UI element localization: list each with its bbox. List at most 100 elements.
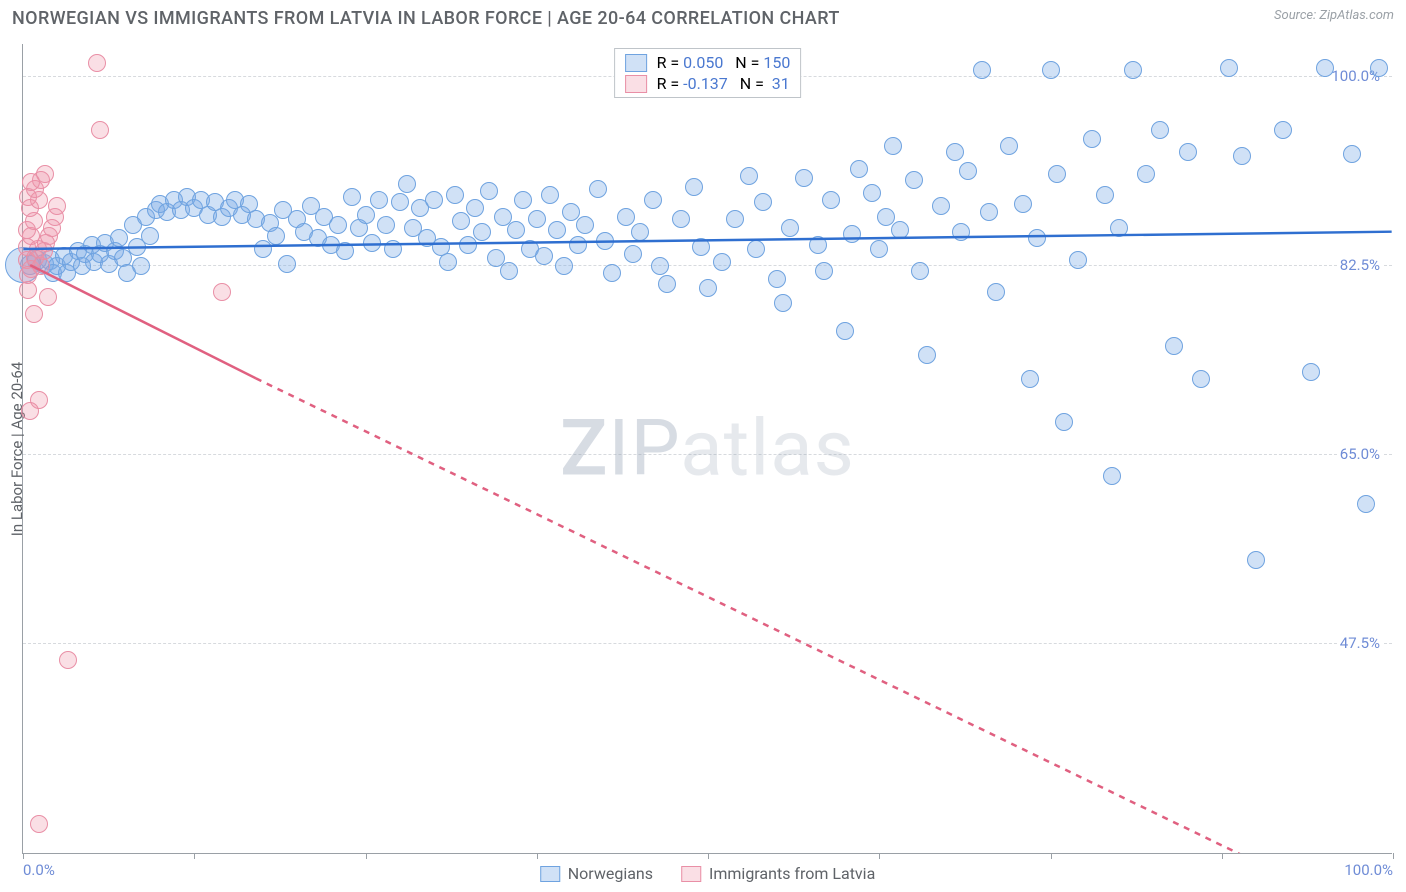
point-blue bbox=[370, 191, 388, 209]
point-blue bbox=[555, 257, 573, 275]
point-blue bbox=[466, 199, 484, 217]
n-value-blue: 150 bbox=[763, 53, 790, 72]
trend-lines-layer bbox=[23, 44, 1392, 853]
point-blue bbox=[343, 188, 361, 206]
point-pink bbox=[21, 402, 39, 420]
point-blue bbox=[336, 242, 354, 260]
point-blue bbox=[651, 257, 669, 275]
source-attribution: Source: ZipAtlas.com bbox=[1274, 8, 1394, 23]
point-blue bbox=[781, 219, 799, 237]
stats-row-pink: R = -0.137 N = 31 bbox=[625, 74, 791, 93]
point-blue bbox=[329, 216, 347, 234]
point-blue bbox=[754, 193, 772, 211]
swatch-blue bbox=[625, 54, 647, 72]
point-blue bbox=[1179, 143, 1197, 161]
x-tick bbox=[23, 853, 24, 859]
point-blue bbox=[631, 223, 649, 241]
point-blue bbox=[1096, 186, 1114, 204]
point-pink bbox=[19, 281, 37, 299]
point-blue bbox=[850, 160, 868, 178]
point-blue bbox=[1014, 195, 1032, 213]
point-blue bbox=[863, 184, 881, 202]
point-pink bbox=[36, 165, 54, 183]
point-blue bbox=[507, 221, 525, 239]
watermark: ZIPatlas bbox=[560, 403, 855, 494]
x-tick bbox=[366, 853, 367, 859]
point-blue bbox=[795, 169, 813, 187]
point-blue bbox=[141, 227, 159, 245]
point-blue bbox=[1220, 59, 1238, 77]
point-blue bbox=[959, 162, 977, 180]
point-pink bbox=[59, 651, 77, 669]
point-blue bbox=[836, 322, 854, 340]
point-blue bbox=[774, 294, 792, 312]
point-blue bbox=[1370, 59, 1388, 77]
point-blue bbox=[452, 212, 470, 230]
point-blue bbox=[1151, 121, 1169, 139]
point-blue bbox=[952, 223, 970, 241]
point-blue bbox=[110, 229, 128, 247]
point-blue bbox=[459, 236, 477, 254]
point-blue bbox=[870, 240, 888, 258]
point-blue bbox=[617, 208, 635, 226]
point-blue bbox=[644, 191, 662, 209]
point-blue bbox=[713, 253, 731, 271]
point-blue bbox=[1069, 251, 1087, 269]
correlation-stats-box: R = 0.050 N = 150 R = -0.137 N = 31 bbox=[614, 48, 802, 98]
point-blue bbox=[891, 221, 909, 239]
swatch-blue-small bbox=[540, 866, 560, 882]
r-value-pink: -0.137 bbox=[683, 74, 728, 93]
point-blue bbox=[884, 137, 902, 155]
gridline-h bbox=[23, 454, 1392, 455]
point-blue bbox=[132, 257, 150, 275]
point-blue bbox=[658, 275, 676, 293]
point-blue bbox=[1000, 137, 1018, 155]
point-blue bbox=[357, 206, 375, 224]
plot-region: ZIPatlas 47.5%65.0%82.5%100.0%0.0%100.0% bbox=[23, 44, 1392, 853]
point-blue bbox=[439, 253, 457, 271]
point-blue bbox=[1110, 219, 1128, 237]
point-pink bbox=[213, 283, 231, 301]
point-blue bbox=[973, 61, 991, 79]
chart-area: In Labor Force | Age 20-64 ZIPatlas 47.5… bbox=[22, 44, 1392, 854]
x-tick-label: 0.0% bbox=[23, 861, 55, 879]
point-blue bbox=[1042, 61, 1060, 79]
legend-item-blue: Norwegians bbox=[540, 864, 653, 883]
point-blue bbox=[911, 262, 929, 280]
point-blue bbox=[514, 191, 532, 209]
point-blue bbox=[692, 238, 710, 256]
point-blue bbox=[596, 232, 614, 250]
point-pink bbox=[48, 197, 66, 215]
point-blue bbox=[624, 245, 642, 263]
point-pink bbox=[91, 121, 109, 139]
point-blue bbox=[685, 178, 703, 196]
point-blue bbox=[946, 143, 964, 161]
point-blue bbox=[278, 255, 296, 273]
point-blue bbox=[500, 262, 518, 280]
legend-label-blue: Norwegians bbox=[568, 864, 653, 883]
x-tick bbox=[708, 853, 709, 859]
point-blue bbox=[254, 240, 272, 258]
y-tick-label: 65.0% bbox=[1338, 445, 1382, 463]
x-tick-label: 100.0% bbox=[1344, 861, 1393, 879]
point-blue bbox=[1247, 551, 1265, 569]
gridline-h bbox=[23, 265, 1392, 266]
x-tick bbox=[1393, 853, 1394, 859]
point-blue bbox=[1028, 229, 1046, 247]
point-blue bbox=[363, 234, 381, 252]
point-blue bbox=[267, 227, 285, 245]
y-tick-label: 82.5% bbox=[1338, 256, 1382, 274]
point-pink bbox=[39, 288, 57, 306]
legend-label-pink: Immigrants from Latvia bbox=[709, 864, 875, 883]
point-pink bbox=[30, 815, 48, 833]
point-blue bbox=[1233, 147, 1251, 165]
point-blue bbox=[768, 270, 786, 288]
point-blue bbox=[1124, 61, 1142, 79]
point-blue bbox=[1302, 363, 1320, 381]
point-blue bbox=[1165, 337, 1183, 355]
point-blue bbox=[391, 193, 409, 211]
point-blue bbox=[918, 346, 936, 364]
point-blue bbox=[980, 203, 998, 221]
point-blue bbox=[1137, 165, 1155, 183]
point-blue bbox=[1316, 59, 1334, 77]
